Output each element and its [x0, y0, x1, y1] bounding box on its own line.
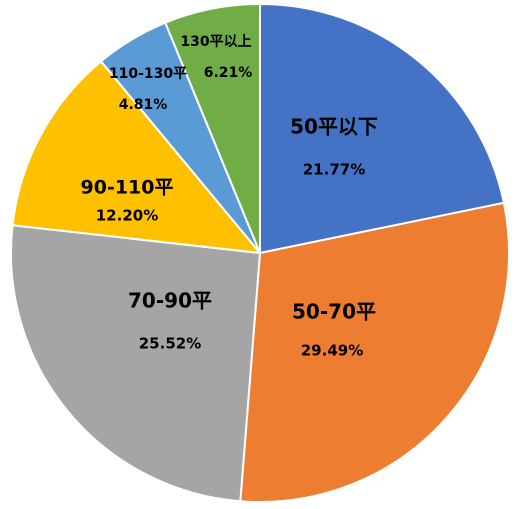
slice-label-name-3: 70-90平	[128, 289, 212, 313]
slice-label-value-1: 21.77%	[303, 161, 365, 179]
slice-label-value-3: 25.52%	[139, 335, 201, 353]
slice-label-value-4: 12.20%	[96, 207, 158, 225]
labels-layer: 50平以下 21.77% 50-70平 29.49% 70-90平 25.52% 90-11…	[81, 34, 378, 360]
slice-label-value-6: 6.21%	[204, 65, 253, 81]
pie-slice-3	[10, 224, 261, 503]
pie-slice-4	[11, 60, 261, 254]
slice-label-name-4: 90-110平	[81, 177, 174, 199]
pie-slice-6	[164, 3, 261, 254]
slice-label-name-2: 50-70平	[292, 300, 376, 324]
slice-label-name-6: 130平以上	[180, 34, 251, 50]
slice-label-name-1: 50平以下	[290, 115, 378, 139]
slice-label-name-5: 110-130平	[109, 66, 187, 82]
slice-label-value-2: 29.49%	[301, 342, 363, 360]
slices-layer	[10, 3, 510, 503]
pie-slice-1	[259, 3, 505, 254]
slice-label-value-5: 4.81%	[119, 97, 168, 113]
pie-slice-2	[239, 201, 510, 503]
